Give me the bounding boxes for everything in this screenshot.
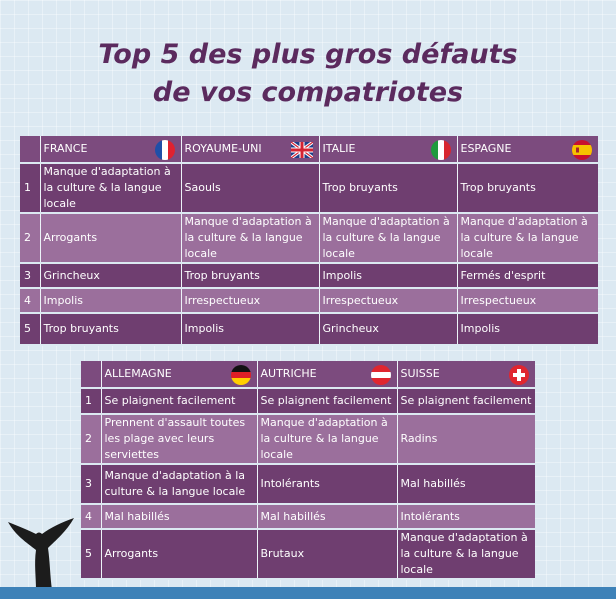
table-row: 1 Se plaignent facilement Se plaignent f…	[81, 388, 535, 415]
rank-number: 5	[20, 313, 40, 346]
country-header-italy: ITALIE	[318, 136, 457, 164]
table-cell: Se plaignent facilement	[256, 388, 397, 415]
table-cell: Manque d'adaptation à la culture & la la…	[180, 213, 319, 264]
table-cell: Brutaux	[256, 529, 397, 580]
title-line-2: de vos compatriotes	[152, 77, 464, 108]
table-cell: Trop bruyants	[456, 163, 598, 214]
rank-number: 2	[81, 414, 101, 465]
table-cell: Se plaignent facilement	[396, 388, 535, 415]
country-header-germany: ALLEMAGNE	[100, 361, 257, 389]
country-header-spain: ESPAGNE	[456, 136, 598, 164]
table-cell: Manque d'adaptation à la culture & la la…	[100, 464, 257, 505]
table-cell: Saouls	[180, 163, 319, 214]
rank-number: 2	[20, 213, 40, 264]
table-cell: Mal habillés	[256, 504, 397, 530]
table-cell: Impolis	[318, 263, 457, 289]
table-cell: Mal habillés	[396, 464, 535, 505]
table-2: ALLEMAGNE AUTRICHE SUISSE 1 Se plaignent…	[81, 361, 535, 580]
rank-number: 1	[81, 388, 101, 415]
table-cell: Manque d'adaptation à la culture & la la…	[39, 163, 181, 214]
table-cell: Manque d'adaptation à la culture & la la…	[456, 213, 598, 264]
table-cell: Arrogants	[39, 213, 181, 264]
country-name: SUISSE	[400, 367, 440, 380]
page-title: Top 5 des plus gros défauts de vos compa…	[0, 36, 616, 112]
table-cell: Grincheux	[39, 263, 181, 289]
table-row: 1 Manque d'adaptation à la culture & la …	[20, 163, 598, 214]
country-header-uk: ROYAUME-UNI	[180, 136, 319, 164]
table-cell: Prennent d'assault toutes les plage avec…	[100, 414, 257, 465]
rank-number: 3	[81, 464, 101, 505]
table-cell: Radins	[396, 414, 535, 465]
table-cell: Manque d'adaptation à la culture & la la…	[256, 414, 397, 465]
country-header-austria: AUTRICHE	[256, 361, 397, 389]
country-name: ITALIE	[322, 142, 356, 155]
table-cell: Trop bruyants	[39, 313, 181, 346]
table-cell: Manque d'adaptation à la culture & la la…	[396, 529, 535, 580]
country-header-switzerland: SUISSE	[396, 361, 535, 389]
table-2-header: ALLEMAGNE AUTRICHE SUISSE	[81, 361, 535, 389]
table-cell: Irrespectueux	[180, 288, 319, 314]
france-flag-icon	[154, 140, 175, 160]
table-cell: Intolérants	[396, 504, 535, 530]
rank-number: 1	[20, 163, 40, 214]
table-cell: Irrespectueux	[318, 288, 457, 314]
country-name: ESPAGNE	[460, 142, 512, 155]
water-band	[0, 587, 616, 599]
title-line-1: Top 5 des plus gros défauts	[98, 39, 518, 70]
switzerland-flag-icon	[509, 365, 529, 385]
whale-tail-icon	[8, 518, 74, 590]
country-name: ALLEMAGNE	[104, 367, 172, 380]
table-row: 5 Arrogants Brutaux Manque d'adaptation …	[81, 529, 535, 580]
table-row: 2 Prennent d'assault toutes les plage av…	[81, 414, 535, 465]
table-row: 4 Impolis Irrespectueux Irrespectueux Ir…	[20, 288, 598, 314]
table-cell: Irrespectueux	[456, 288, 598, 314]
table-row: 2 Arrogants Manque d'adaptation à la cul…	[20, 213, 598, 264]
table-1-header: FRANCE ROYAUME-UNI ITALIE ESPAGNE	[20, 136, 598, 164]
table-cell: Impolis	[39, 288, 181, 314]
table-row: 5 Trop bruyants Impolis Grincheux Impoli…	[20, 313, 598, 346]
italy-flag-icon	[430, 140, 451, 160]
spain-flag-icon	[572, 140, 592, 160]
country-name: FRANCE	[43, 142, 88, 155]
table-row: 3 Manque d'adaptation à la culture & la …	[81, 464, 535, 505]
country-name: ROYAUME-UNI	[184, 142, 262, 155]
table-cell: Trop bruyants	[318, 163, 457, 214]
uk-flag-icon	[290, 142, 313, 158]
table-cell: Fermés d'esprit	[456, 263, 598, 289]
table-cell: Trop bruyants	[180, 263, 319, 289]
table-cell: Intolérants	[256, 464, 397, 505]
table-cell: Grincheux	[318, 313, 457, 346]
table-cell: Mal habillés	[100, 504, 257, 530]
rank-number: 4	[81, 504, 101, 530]
table-row: 4 Mal habillés Mal habillés Intolérants	[81, 504, 535, 530]
table-cell: Manque d'adaptation à la culture & la la…	[318, 213, 457, 264]
table-cell: Impolis	[456, 313, 598, 346]
table-cell: Arrogants	[100, 529, 257, 580]
table-cell: Impolis	[180, 313, 319, 346]
rank-number: 3	[20, 263, 40, 289]
table-cell: Se plaignent facilement	[100, 388, 257, 415]
rank-number: 4	[20, 288, 40, 314]
country-name: AUTRICHE	[260, 367, 317, 380]
table-1: FRANCE ROYAUME-UNI ITALIE ESPAGNE 1 Manq…	[20, 136, 598, 346]
country-header-france: FRANCE	[39, 136, 181, 164]
austria-flag-icon	[370, 365, 391, 385]
germany-flag-icon	[230, 365, 251, 385]
table-row: 3 Grincheux Trop bruyants Impolis Fermés…	[20, 263, 598, 289]
rank-number: 5	[81, 529, 101, 580]
